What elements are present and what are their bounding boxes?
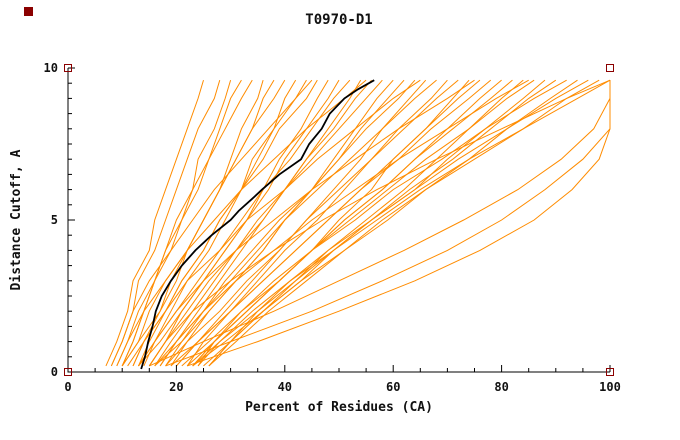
model-curve: [165, 79, 529, 367]
model-curve: [192, 79, 513, 367]
frame-corner-marker: [606, 368, 614, 376]
y-tick-label: 0: [51, 365, 58, 379]
model-curve: [105, 80, 204, 367]
model-curve: [138, 79, 329, 367]
corner-marker: [24, 7, 33, 16]
model-curve: [186, 79, 470, 367]
x-tick-label: 0: [64, 380, 71, 394]
x-tick-label: 20: [169, 380, 183, 394]
model-curve: [110, 79, 313, 367]
x-tick-label: 100: [599, 380, 621, 394]
model-curve: [159, 79, 437, 367]
model-curve: [154, 79, 362, 367]
model-curve: [121, 79, 286, 367]
frame-corner-marker: [606, 64, 614, 72]
model-curve: [110, 80, 221, 367]
x-tick-label: 40: [278, 380, 292, 394]
frame-corner-marker: [64, 64, 72, 72]
model-curve: [187, 80, 611, 367]
model-curve: [186, 79, 492, 367]
x-tick-label: 60: [386, 380, 400, 394]
model-curve: [148, 79, 611, 367]
chart-title: T0970-D1: [305, 12, 373, 28]
model-curve: [116, 80, 232, 367]
model-curve: [138, 79, 297, 367]
model-curve: [138, 79, 318, 367]
model-curve: [148, 79, 372, 367]
model-curve: [149, 80, 611, 367]
model-curve: [192, 79, 524, 367]
model-curve: [121, 79, 367, 367]
y-tick-label: 10: [44, 61, 58, 75]
x-tick-label: 80: [494, 380, 508, 394]
model-curve: [197, 79, 535, 367]
model-curve: [176, 79, 448, 367]
model-curve: [208, 79, 600, 367]
frame-corner-marker: [64, 368, 72, 376]
model-curve: [154, 79, 383, 367]
model-curve: [208, 79, 578, 367]
model-curve: [143, 79, 475, 367]
model-curve: [208, 79, 611, 367]
x-axis-label: Percent of Residues (CA): [245, 400, 433, 415]
reference-curve: [140, 79, 375, 370]
model-curve: [192, 79, 567, 367]
y-tick-label: 5: [51, 213, 58, 227]
model-curve: [132, 79, 421, 367]
model-curve: [121, 79, 253, 367]
model-curve: [170, 79, 427, 367]
